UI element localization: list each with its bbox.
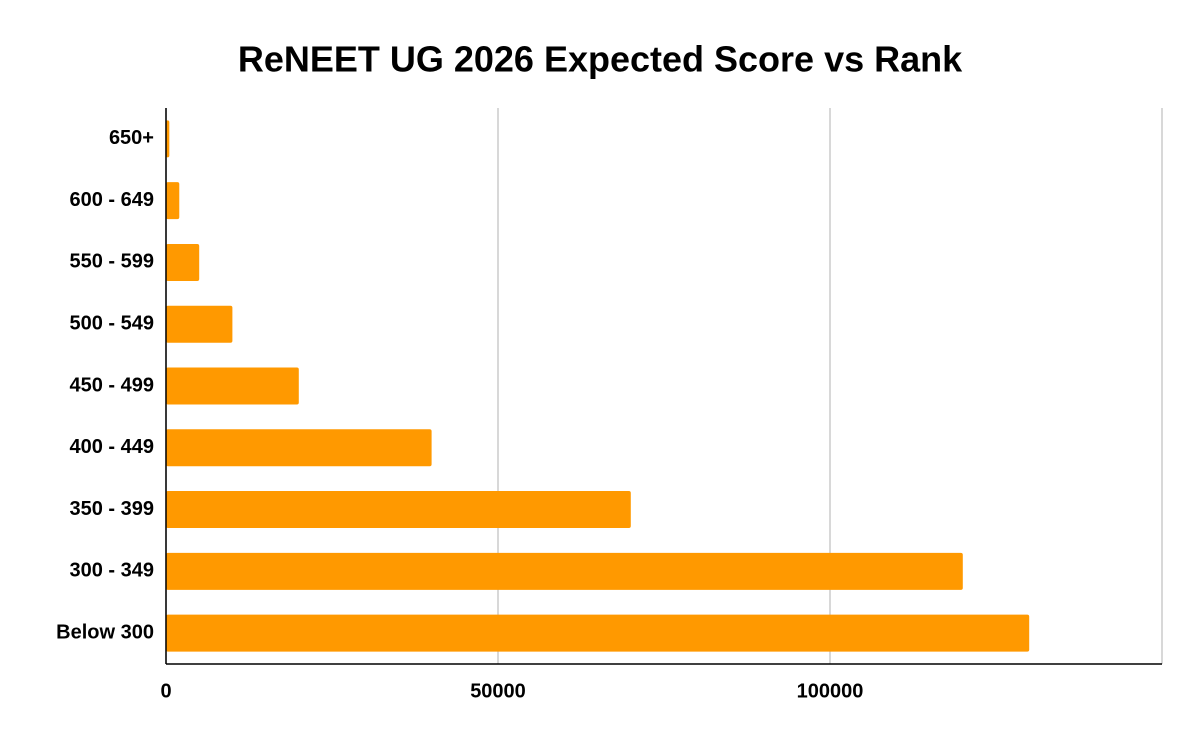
bar	[166, 552, 963, 590]
x-tick-label: 50000	[470, 680, 526, 702]
bar	[166, 243, 200, 281]
y-tick-label: 550 - 599	[69, 251, 154, 273]
x-tick-label: 0	[160, 680, 171, 702]
chart-title: ReNEET UG 2026 Expected Score vs Rank	[238, 39, 963, 80]
y-tick-label: 600 - 649	[69, 189, 154, 211]
bar	[166, 491, 631, 529]
y-tick-label: 300 - 349	[69, 560, 154, 582]
y-tick-label: 650+	[109, 127, 154, 149]
bar	[166, 614, 1030, 652]
x-tick-label: 100000	[797, 680, 864, 702]
y-tick-label: 450 - 499	[69, 374, 154, 396]
bar	[166, 182, 180, 220]
y-tick-label: 500 - 549	[69, 313, 154, 335]
bar	[166, 367, 299, 405]
bar	[166, 305, 233, 343]
bar	[166, 429, 432, 467]
y-tick-label: Below 300	[56, 621, 154, 643]
y-tick-label: 400 - 449	[69, 436, 154, 458]
y-tick-label: 350 - 399	[69, 498, 154, 520]
bar	[166, 120, 170, 158]
